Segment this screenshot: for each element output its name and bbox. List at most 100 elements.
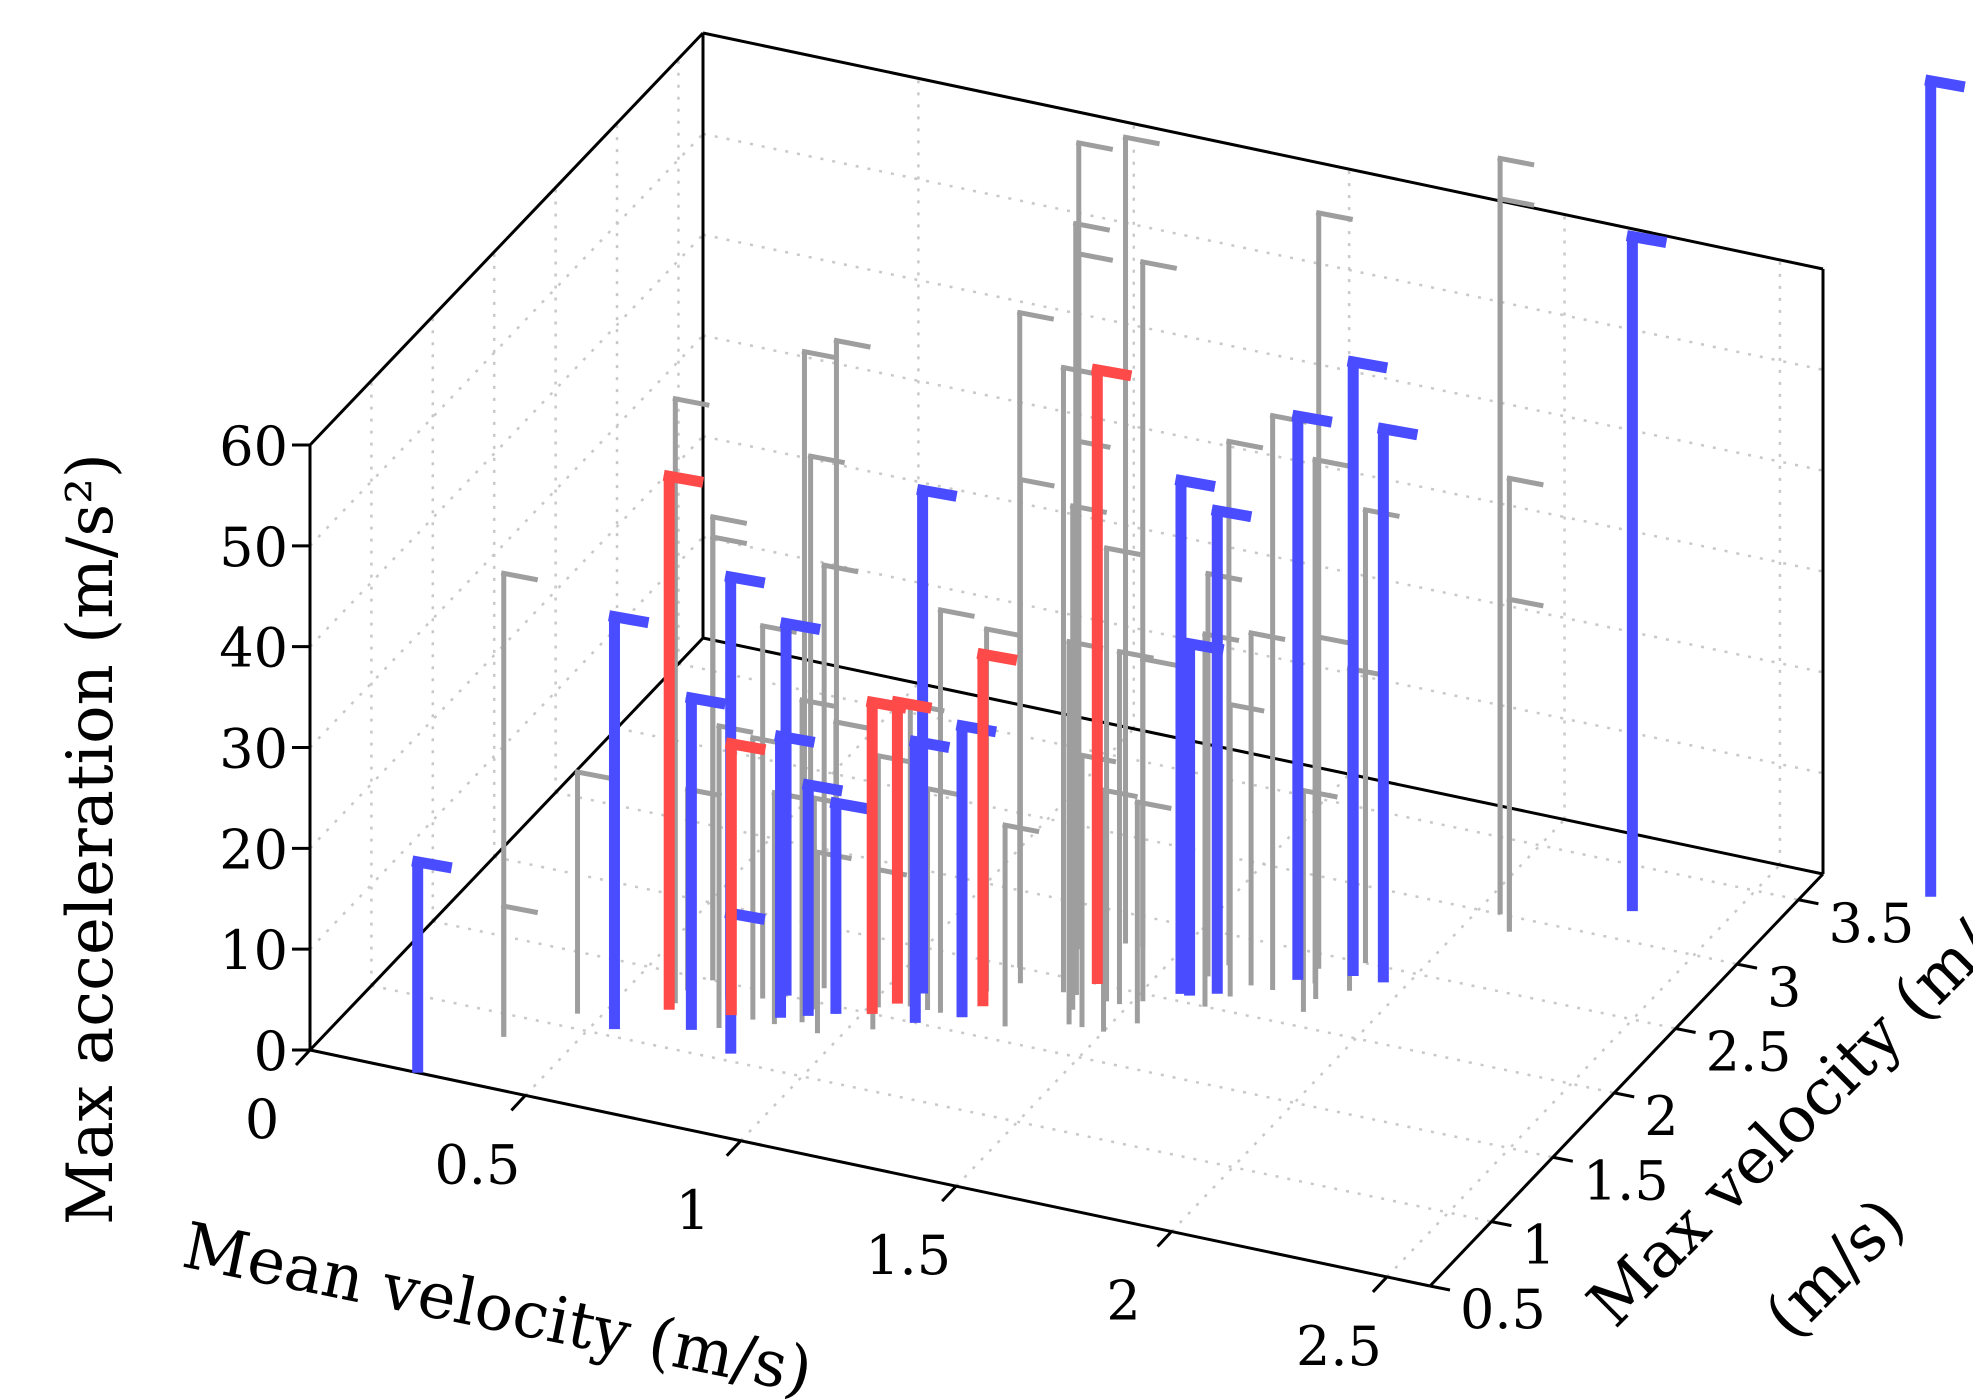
z-axis-label: Max acceleration (m/s²) xyxy=(54,453,128,1225)
grid-line xyxy=(371,984,1492,1223)
y-tick-label: 2 xyxy=(1644,1085,1678,1148)
stem-blue xyxy=(1924,74,1966,897)
stem-cap xyxy=(709,513,748,526)
stem-gray xyxy=(799,697,837,1023)
stem-cap xyxy=(1248,630,1286,642)
stem-blue xyxy=(1376,422,1419,983)
stem-cap xyxy=(1100,787,1138,800)
stem-cap xyxy=(1315,210,1354,222)
y-tick-label: 1.5 xyxy=(1583,1149,1669,1212)
stem-gray xyxy=(1139,655,1178,1002)
grid-line xyxy=(309,536,704,951)
stem-cap xyxy=(500,903,539,916)
stem-cap xyxy=(983,626,1022,639)
stem-gray xyxy=(1205,570,1243,977)
stem-cap xyxy=(1291,409,1333,428)
axes-box xyxy=(292,31,1825,1293)
stem-red xyxy=(890,695,933,1004)
x-tick-mark xyxy=(1371,1275,1389,1293)
stem-cap xyxy=(1376,422,1419,441)
stem-gray xyxy=(1227,701,1265,997)
z-tick-label: 20 xyxy=(219,818,288,881)
stem-blue xyxy=(1346,355,1389,977)
stem-blue xyxy=(1625,230,1668,912)
stem-cap xyxy=(955,719,997,738)
stem-cap xyxy=(801,348,839,361)
stem-cap xyxy=(916,483,958,502)
x-tick-mark xyxy=(725,1139,742,1157)
stem-blue xyxy=(908,735,951,1023)
y-tick-mark xyxy=(1429,1284,1451,1292)
z-tick-label: 60 xyxy=(219,415,288,478)
stem-blue xyxy=(608,610,650,1030)
y-tick-mark xyxy=(1798,898,1819,906)
stem-blue xyxy=(801,778,844,1016)
x-tick-mark xyxy=(294,1048,312,1067)
stem-red xyxy=(662,469,705,1010)
stem-cap xyxy=(1139,655,1178,668)
stem-cap xyxy=(807,453,846,466)
stem-cap xyxy=(608,610,650,629)
stem-cap xyxy=(1134,799,1172,811)
stem-gray xyxy=(821,562,859,989)
x-tick-label: 1 xyxy=(676,1179,710,1242)
z-tick-label: 40 xyxy=(219,617,288,680)
stem-cap xyxy=(829,796,871,815)
x-tick-label: 0.5 xyxy=(434,1133,520,1196)
stem-cap xyxy=(1116,648,1154,661)
y-tick-label: 2.5 xyxy=(1706,1021,1792,1084)
stem-gray xyxy=(1248,630,1286,986)
stem-cap xyxy=(1090,363,1133,382)
stem-cap xyxy=(1139,259,1178,271)
stem-blue xyxy=(684,691,727,1030)
stem-cap xyxy=(1002,822,1040,835)
stem-cap xyxy=(924,785,963,798)
stem-gray xyxy=(1315,210,1354,969)
stem-red xyxy=(1090,363,1133,984)
grid-line xyxy=(702,334,1824,573)
x-tick-label: 2.5 xyxy=(1296,1315,1382,1378)
stem-cap xyxy=(500,570,539,583)
stem-blue xyxy=(1210,504,1253,994)
z-tick-label: 30 xyxy=(219,718,288,781)
stem-cap xyxy=(1174,474,1216,493)
stem-red xyxy=(976,647,1018,1007)
stem-cap xyxy=(1506,475,1544,488)
y-tick-label: 1 xyxy=(1521,1214,1555,1277)
stem-gray xyxy=(1002,822,1040,1027)
x-tick-mark xyxy=(1156,1230,1173,1248)
stem-gray xyxy=(924,785,963,1011)
stem-cap xyxy=(1312,633,1351,646)
stem-gray xyxy=(574,769,613,1014)
stem-cap xyxy=(832,719,871,731)
stem-cap xyxy=(1075,250,1114,263)
stem-blue xyxy=(774,729,816,1018)
x-tick-label: 2 xyxy=(1106,1270,1140,1333)
stem-gray xyxy=(672,395,710,1004)
stem-cap xyxy=(709,534,748,547)
stem-cap xyxy=(1625,230,1668,248)
stem-cap xyxy=(724,737,767,756)
grid-line xyxy=(309,132,704,547)
stem-cap xyxy=(1227,701,1265,714)
stem-gray xyxy=(1506,475,1544,932)
y-tick-label: 0.5 xyxy=(1460,1278,1546,1341)
stem-blue xyxy=(1291,409,1333,980)
stem-gray xyxy=(1134,799,1172,1024)
z-tick-label: 10 xyxy=(219,919,288,982)
grid-line xyxy=(309,435,704,850)
grid-line xyxy=(493,855,1615,1095)
stem-cap xyxy=(821,562,859,575)
z-tick-label: 50 xyxy=(219,516,288,579)
stem-cap xyxy=(1017,476,1055,489)
stem-cap xyxy=(1103,545,1142,558)
grid-line xyxy=(309,233,704,648)
stem-cap xyxy=(1497,155,1535,168)
stem-gray xyxy=(1497,155,1535,915)
axis-edge xyxy=(1428,872,1825,1288)
x-tick-label: 1.5 xyxy=(865,1224,951,1287)
stem-cap xyxy=(801,778,844,797)
stem-gray xyxy=(937,606,975,1013)
stem-cap xyxy=(890,695,933,714)
